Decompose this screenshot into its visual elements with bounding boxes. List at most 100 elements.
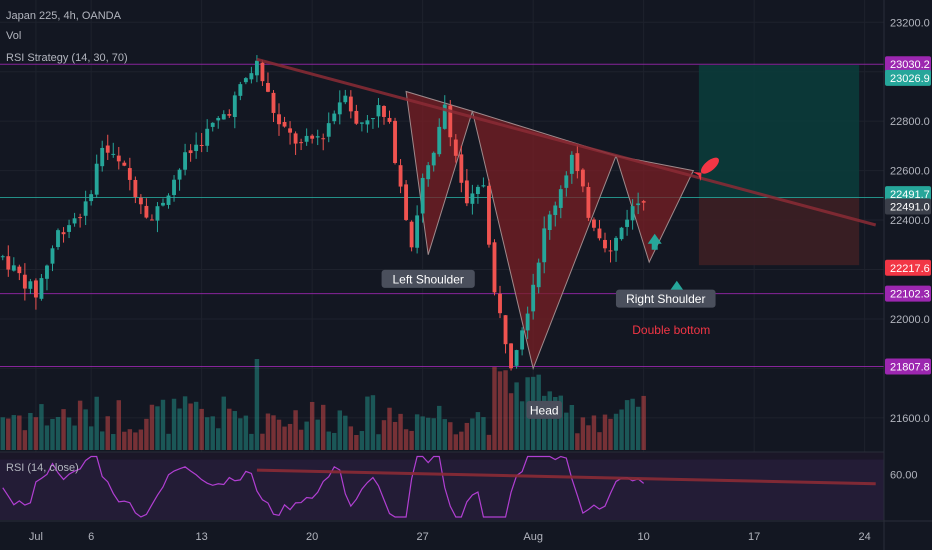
volume-bar (392, 421, 398, 450)
volume-bar (425, 417, 431, 450)
volume-bar (22, 430, 28, 450)
candle-body (161, 202, 165, 206)
price-tag[interactable] (885, 69, 931, 86)
volume-bar (613, 413, 619, 450)
candle-body (536, 262, 541, 288)
price-tag-label[interactable]: 23026.9 (890, 73, 930, 85)
price-tag-label[interactable]: 22491.7 (890, 189, 930, 201)
time-axis[interactable]: Jul 6 13 20 27 Aug 10 17 24 (0, 520, 932, 543)
price-tag-label[interactable]: 22491.0 (890, 201, 930, 213)
price-tag-label[interactable]: 22217.6 (890, 263, 930, 275)
price-tag[interactable] (885, 56, 931, 73)
candle-body (133, 179, 138, 198)
volume-bar (602, 414, 608, 450)
candle-body (83, 201, 88, 216)
annotation-box[interactable] (526, 400, 563, 419)
annotation-box[interactable] (381, 269, 475, 288)
candle-body (575, 153, 580, 172)
price-tag-label[interactable]: 23030.2 (890, 59, 930, 71)
price-tag[interactable] (885, 198, 931, 215)
annotation-label[interactable]: Right Shoulder (626, 292, 705, 306)
time-tick-label[interactable]: 24 (859, 531, 871, 543)
volume-bar (227, 408, 232, 450)
volume-bar (354, 434, 359, 450)
volume-bar (337, 410, 342, 450)
candle-body (553, 205, 558, 216)
price-tick-label[interactable]: 23200.0 (890, 17, 930, 29)
candle-body (404, 184, 409, 220)
price-tick-label[interactable]: 22000.0 (890, 314, 930, 326)
candle-body (194, 144, 199, 152)
price-trendline[interactable] (256, 57, 877, 227)
rsi-line[interactable] (2, 455, 645, 518)
price-tag[interactable] (885, 186, 931, 203)
price-tick-label[interactable]: 22600.0 (890, 166, 930, 178)
volume-bar (193, 401, 199, 450)
candle-body (586, 186, 591, 218)
annotation-box[interactable] (615, 289, 716, 308)
volume-bar (381, 420, 387, 450)
candle-body (625, 219, 630, 227)
price-tag-label[interactable]: 21807.8 (890, 361, 930, 373)
long-position-zones[interactable] (698, 65, 860, 266)
rsi-legend[interactable]: RSI (14, close) (6, 462, 79, 474)
resistance-trendline[interactable] (256, 57, 877, 227)
candle-body (398, 165, 403, 187)
price-tag-label[interactable]: 22102.3 (890, 289, 930, 301)
candle-body (94, 163, 99, 195)
time-tick-label[interactable]: Aug (523, 531, 543, 543)
candle-body (260, 62, 265, 82)
volume-bar (409, 430, 414, 450)
volume-bar (453, 434, 459, 450)
annotation-label[interactable]: Head (530, 403, 559, 417)
candle-body (127, 168, 132, 180)
volume-bar (586, 425, 591, 450)
time-tick-label[interactable]: 17 (748, 531, 760, 543)
volume-bar (591, 415, 597, 450)
candle-body (487, 185, 491, 245)
time-tick-label[interactable]: 10 (638, 531, 650, 543)
volume-legend[interactable]: Vol (6, 30, 22, 42)
volume-bar (497, 371, 503, 450)
candle-body (11, 265, 16, 271)
candle-body (580, 169, 585, 187)
rsi-tick-label[interactable]: 60.00 (890, 470, 918, 482)
price-tag[interactable] (885, 285, 931, 302)
volume-bar (254, 358, 260, 450)
candle-body (122, 162, 127, 166)
candle-body (354, 110, 359, 124)
candle-body (249, 73, 254, 80)
price-tick-label[interactable]: 22800.0 (890, 116, 930, 128)
price-tag[interactable] (885, 259, 931, 276)
rsi-band (0, 459, 884, 520)
rsi-pane[interactable] (0, 451, 884, 520)
candle-body (326, 123, 331, 137)
volume-bar (188, 403, 193, 450)
target-zone[interactable] (698, 65, 860, 198)
price-tick-label[interactable]: 22400.0 (890, 215, 930, 227)
rsi-trendline[interactable] (256, 468, 876, 486)
stop-zone[interactable] (698, 197, 860, 266)
volume-bar (61, 409, 66, 450)
volume-bar (542, 395, 547, 450)
time-tick-label[interactable]: Jul (29, 531, 43, 543)
time-tick-label[interactable]: 13 (196, 531, 208, 543)
volume-bar (481, 417, 486, 450)
price-tick-label[interactable]: 21600.0 (890, 413, 930, 425)
time-tick-label[interactable]: 6 (88, 531, 94, 543)
annotation-label[interactable]: Left Shoulder (392, 272, 463, 286)
price-tag[interactable] (885, 358, 931, 375)
volume-bar (44, 425, 50, 450)
strategy-legend[interactable]: RSI Strategy (14, 30, 70) (6, 52, 128, 64)
time-tick-label[interactable]: 27 (417, 531, 429, 543)
candle-body (6, 256, 11, 270)
candle-body (437, 126, 442, 155)
volume-bar (470, 418, 475, 450)
price-axis[interactable]: 21600.021800.022000.022200.022400.022600… (883, 0, 932, 550)
pattern-annotations[interactable]: Left Shoulder Head Right Shoulder Double bo… (381, 154, 723, 419)
volume-bar (564, 412, 569, 450)
candle-body (56, 230, 60, 248)
time-tick-label[interactable]: 20 (306, 531, 318, 543)
double-bottom-label[interactable]: Double bottom (632, 323, 710, 337)
